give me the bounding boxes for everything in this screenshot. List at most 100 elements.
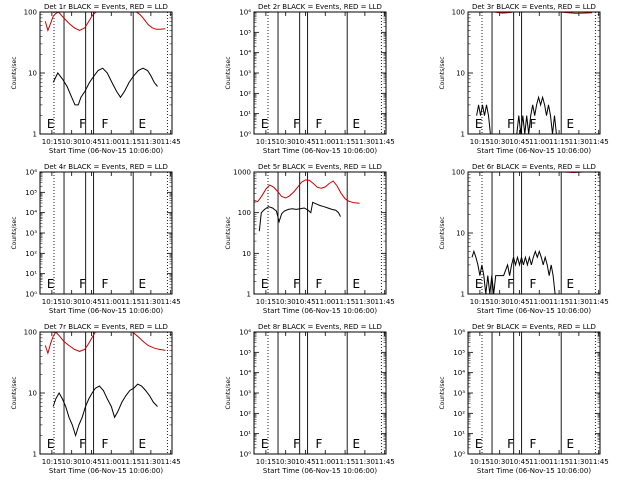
panel-det-3: Det 3r BLACK = Events, RED = LLD Counts/s… [439, 3, 609, 155]
marker-letter-e: E [566, 117, 574, 131]
marker-letter-f: F [530, 437, 537, 451]
x-tick-label: 11:45 [375, 298, 395, 306]
x-tick-label: 10:15 [256, 298, 276, 306]
marker-letter-f: F [293, 117, 300, 131]
x-tick-label: 10:30 [490, 138, 510, 146]
x-tick-label: 11:00 [529, 298, 549, 306]
y-axis-label: Counts/sec [225, 376, 232, 409]
marker-letter-e: E [566, 437, 574, 451]
marker-letter-e: E [47, 277, 55, 291]
events-series-line [258, 201, 341, 232]
panel-title: Det 8r BLACK = Events, RED = LLD [258, 323, 382, 331]
marker-letter-e: E [47, 117, 55, 131]
x-tick-label: 11:45 [161, 138, 181, 146]
x-axis-label: Start Time (06-Nov-15 10:06:00) [477, 147, 591, 155]
plot-frame [39, 11, 173, 135]
y-tick-label: 10⁰ [25, 291, 37, 299]
y-tick-label: 10³ [239, 390, 251, 398]
x-tick-label: 10:45 [295, 298, 315, 306]
y-tick-label: 10⁵ [453, 349, 465, 357]
x-tick-label: 11:45 [589, 298, 609, 306]
x-axis-label: Start Time (06-Nov-15 10:06:00) [49, 467, 163, 475]
x-axis-label: Start Time (06-Nov-15 10:06:00) [49, 147, 163, 155]
x-tick-label: 11:30 [355, 458, 375, 466]
y-tick-label: 10⁶ [453, 329, 465, 337]
y-tick-label: 1 [461, 131, 465, 139]
x-tick-label: 11:15 [335, 458, 355, 466]
x-tick-label: 10:30 [276, 298, 296, 306]
x-tick-label: 11:15 [549, 458, 569, 466]
y-tick-label: 10⁰ [239, 451, 251, 459]
plot-frame [39, 171, 173, 295]
panel-title: Det 2r BLACK = Events, RED = LLD [258, 3, 382, 11]
y-axis-label: Counts/sec [11, 376, 18, 409]
y-tick-label: 100 [452, 169, 465, 177]
y-tick-label: 10⁴ [239, 369, 251, 377]
x-axis-label: Start Time (06-Nov-15 10:06:00) [263, 307, 377, 315]
marker-letter-f: F [316, 437, 323, 451]
marker-letter-e: E [475, 277, 483, 291]
marker-letter-f: F [102, 117, 109, 131]
x-tick-label: 11:00 [529, 138, 549, 146]
y-axis-label: Counts/sec [11, 56, 18, 89]
x-tick-label: 11:45 [589, 458, 609, 466]
events-series-line [471, 249, 556, 294]
marker-letter-f: F [293, 277, 300, 291]
panel-det-1: Det 1r BLACK = Events, RED = LLD Counts/s… [11, 3, 181, 155]
marker-letter-f: F [507, 437, 514, 451]
plot-frame [467, 331, 601, 455]
x-tick-label: 10:30 [62, 458, 82, 466]
y-tick-label: 10⁵ [239, 29, 251, 37]
marker-letter-e: E [475, 437, 483, 451]
y-axis-label: Counts/sec [439, 376, 446, 409]
x-tick-label: 10:30 [276, 138, 296, 146]
x-tick-label: 10:15 [470, 458, 490, 466]
panel-det-6: Det 6r BLACK = Events, RED = LLD Counts/s… [439, 163, 609, 315]
marker-letter-f: F [507, 277, 514, 291]
x-tick-label: 10:30 [62, 138, 82, 146]
y-tick-label: 10⁶ [239, 329, 251, 337]
y-tick-label: 100 [452, 9, 465, 17]
marker-letter-e: E [138, 437, 146, 451]
marker-letter-e: E [475, 117, 483, 131]
y-tick-label: 100 [238, 209, 251, 217]
x-tick-label: 10:30 [276, 458, 296, 466]
x-tick-label: 11:15 [335, 298, 355, 306]
x-axis-label: Start Time (06-Nov-15 10:06:00) [263, 467, 377, 475]
y-axis-label: Counts/sec [439, 216, 446, 249]
x-tick-label: 11:00 [529, 458, 549, 466]
panel-det-2: Det 2r BLACK = Events, RED = LLD Counts/s… [225, 3, 395, 155]
x-tick-label: 10:30 [62, 298, 82, 306]
marker-letter-e: E [352, 117, 360, 131]
x-axis-label: Start Time (06-Nov-15 10:06:00) [477, 307, 591, 315]
x-tick-label: 10:15 [470, 298, 490, 306]
marker-letter-e: E [138, 277, 146, 291]
marker-letter-e: E [352, 277, 360, 291]
y-tick-label: 1 [461, 291, 465, 299]
y-tick-label: 10⁵ [239, 349, 251, 357]
x-tick-label: 11:30 [569, 138, 589, 146]
y-tick-label: 10² [239, 410, 251, 418]
marker-letter-f: F [507, 117, 514, 131]
y-axis-label: Counts/sec [11, 216, 18, 249]
x-tick-label: 10:45 [509, 298, 529, 306]
marker-letter-f: F [530, 117, 537, 131]
y-tick-label: 10³ [239, 70, 251, 78]
y-tick-label: 1 [33, 131, 37, 139]
plot-frame [467, 11, 601, 135]
y-tick-label: 10³ [453, 390, 465, 398]
y-tick-label: 100 [24, 329, 37, 337]
x-tick-label: 11:00 [101, 138, 121, 146]
marker-letter-e: E [261, 117, 269, 131]
marker-letter-f: F [530, 277, 537, 291]
plot-frame [253, 171, 387, 295]
x-tick-label: 10:15 [256, 458, 276, 466]
y-tick-label: 10¹ [25, 270, 37, 278]
x-tick-label: 10:45 [81, 458, 101, 466]
x-tick-label: 10:45 [295, 458, 315, 466]
y-tick-label: 10⁴ [239, 49, 251, 57]
plot-frame [253, 11, 387, 135]
x-tick-label: 11:45 [161, 458, 181, 466]
y-axis-label: Counts/sec [225, 56, 232, 89]
y-tick-label: 10 [28, 390, 37, 398]
